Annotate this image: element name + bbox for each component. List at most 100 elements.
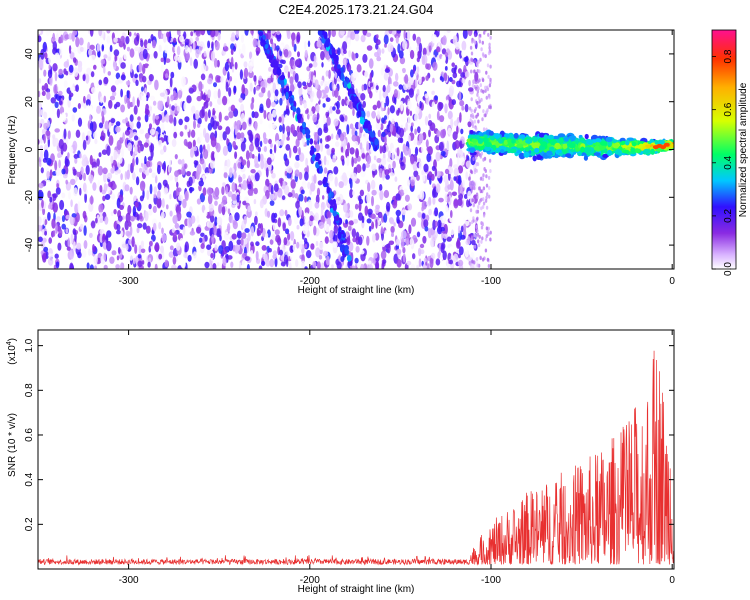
heatmap-cell (421, 143, 424, 154)
heatmap-cell (249, 134, 253, 143)
heatmap-cell (166, 204, 169, 210)
heatmap-cell (288, 262, 292, 269)
heatmap-cell (360, 93, 366, 101)
heatmap-cell (468, 79, 471, 87)
heatmap-cell (257, 146, 261, 153)
heatmap-cell (117, 107, 120, 117)
heatmap-cell (272, 42, 275, 51)
heatmap-cell (189, 45, 193, 53)
heatmap-cell (269, 143, 273, 148)
heatmap-cell (124, 129, 131, 136)
heatmap-cell (83, 240, 88, 249)
heatmap-cell (64, 158, 70, 167)
heatmap-cell (221, 205, 226, 216)
heatmap-cell (55, 52, 60, 58)
heatmap-cell (319, 165, 323, 174)
heatmap-cell (408, 88, 414, 98)
heatmap-cell (184, 252, 188, 259)
heatmap-cell (476, 162, 480, 167)
heatmap-cell (125, 97, 130, 104)
heatmap-cell (359, 126, 363, 134)
heatmap-cell (43, 69, 47, 77)
heatmap-cell (140, 248, 146, 254)
heatmap-cell (440, 129, 446, 139)
heatmap-cell (387, 107, 390, 116)
heatmap-cell (146, 190, 150, 200)
heatmap-cell (488, 83, 492, 88)
heatmap-cell (77, 117, 83, 127)
heatmap-cell (192, 238, 196, 246)
heatmap-cell (292, 106, 297, 113)
heatmap-cell (75, 84, 79, 92)
heatmap-cell (457, 147, 461, 159)
heatmap-cell (82, 73, 86, 82)
heatmap-cell (110, 155, 114, 164)
heatmap-cell (469, 130, 474, 134)
heatmap-cell (320, 50, 325, 61)
heatmap-cell (222, 95, 228, 106)
heatmap-cell (132, 96, 135, 107)
heatmap-cell (100, 59, 106, 65)
heatmap-cell (307, 113, 310, 120)
heatmap-cell (80, 184, 83, 189)
heatmap-cell (107, 186, 111, 194)
heatmap-cell (424, 226, 429, 232)
heatmap-cell (275, 140, 281, 148)
heatmap-cell (483, 167, 486, 171)
heatmap-cell (487, 51, 491, 56)
heatmap-cell (170, 94, 174, 102)
heatmap-cell (388, 30, 393, 35)
heatmap-cell (253, 75, 257, 82)
heatmap-cell (72, 168, 77, 176)
heatmap-cell (309, 220, 314, 226)
heatmap-cell (72, 228, 77, 236)
heatmap-cell (243, 67, 249, 79)
heatmap-cell (435, 151, 441, 162)
heatmap-cell (92, 244, 95, 252)
heatmap-cell (347, 82, 352, 89)
heatmap-cell (124, 184, 130, 192)
heatmap-cell (461, 105, 465, 111)
heatmap-cell (403, 188, 408, 194)
heatmap-cell (118, 155, 123, 164)
heatmap-cell (301, 260, 305, 269)
heatmap-cell (302, 223, 308, 235)
heatmap-cell (195, 48, 200, 59)
heatmap-cell (203, 148, 209, 160)
heatmap-cell (165, 73, 169, 79)
heatmap-cell (150, 149, 154, 159)
heatmap-cell (304, 49, 308, 58)
heatmap-cell (381, 157, 387, 166)
heatmap-cell (406, 179, 411, 187)
heatmap-cell (472, 157, 475, 161)
heatmap-cell (92, 182, 97, 191)
heatmap-cell (325, 39, 330, 48)
heatmap-cell (199, 41, 205, 47)
heatmap-cell (479, 83, 482, 88)
heatmap-cell (412, 253, 416, 260)
heatmap-cell (344, 247, 349, 255)
heatmap-cell (217, 88, 221, 100)
heatmap-cell (79, 153, 82, 159)
heatmap-cell (161, 198, 165, 209)
heatmap-cell (242, 173, 246, 180)
heatmap-cell (349, 147, 355, 155)
heatmap-cell (389, 218, 395, 225)
heatmap-cell (214, 187, 220, 197)
heatmap-cell (444, 66, 448, 71)
heatmap-cell (80, 223, 84, 230)
heatmap-cell (362, 100, 367, 108)
heatmap-cell (230, 126, 235, 134)
heatmap-cell (144, 211, 149, 222)
heatmap-cell (182, 226, 186, 236)
heatmap-cell (351, 51, 355, 60)
heatmap-cell (412, 161, 418, 172)
heatmap-cell (294, 215, 299, 225)
heatmap-cell (476, 100, 479, 105)
heatmap-cell (299, 201, 302, 207)
heatmap-cell (38, 102, 42, 109)
heatmap-cell (487, 264, 491, 268)
heatmap-cell (216, 216, 223, 226)
heatmap-cell (63, 68, 67, 75)
heatmap-cell (200, 243, 205, 249)
